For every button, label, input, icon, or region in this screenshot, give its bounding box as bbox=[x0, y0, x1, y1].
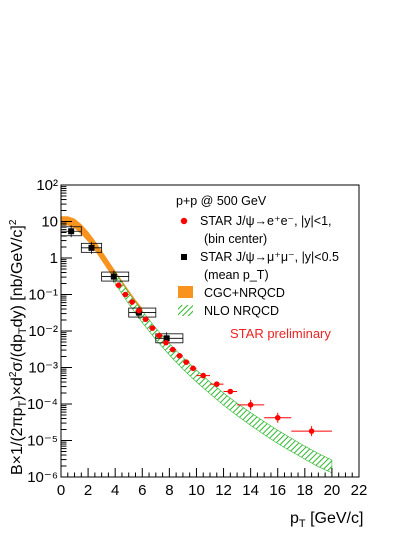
ee-point bbox=[190, 365, 196, 372]
legend-entry-mumu-line2: (mean p_T) bbox=[204, 268, 269, 282]
y-tick-label: 10⁻² bbox=[28, 323, 58, 340]
ee-point bbox=[308, 428, 315, 434]
ee-point bbox=[274, 414, 281, 421]
legend-entry-cgc: CGC+NRQCD bbox=[204, 286, 285, 300]
x-tick-label: 6 bbox=[138, 482, 146, 499]
ee-point bbox=[213, 381, 220, 387]
x-tick-label: 18 bbox=[296, 482, 313, 499]
y-tick-label: 10 bbox=[41, 214, 58, 231]
nlo-nrqcd-band bbox=[114, 271, 333, 474]
y-tick-label: 1 bbox=[50, 250, 58, 267]
x-tick-label: 16 bbox=[269, 482, 286, 499]
legend-entry-ee-line2: (bin center) bbox=[204, 232, 267, 246]
preliminary-label: STAR preliminary bbox=[230, 326, 331, 341]
legend-header: p+p @ 500 GeV bbox=[176, 194, 267, 208]
x-tick-label: 8 bbox=[165, 482, 173, 499]
y-tick-label: 10⁻⁶ bbox=[27, 469, 58, 486]
legend-entry-ee-line1: STAR J/ψ→e⁺e⁻, |y|<1, bbox=[200, 214, 332, 228]
ee-point bbox=[176, 352, 183, 359]
legend-marker-mumu bbox=[181, 254, 187, 260]
y-tick-label: 10⁻⁴ bbox=[27, 396, 58, 413]
ee-point bbox=[115, 282, 122, 288]
x-tick-label: 12 bbox=[215, 482, 232, 499]
ee-point bbox=[156, 332, 163, 339]
legend-swatch-cgc bbox=[178, 286, 193, 298]
ee-point bbox=[247, 402, 254, 408]
ee-point bbox=[227, 388, 234, 395]
legend-entry-nlo: NLO NRQCD bbox=[204, 304, 279, 318]
x-tick-label: 14 bbox=[242, 482, 259, 499]
y-tick-label: 10⁻⁵ bbox=[27, 433, 58, 450]
y-tick-label: 10² bbox=[36, 177, 58, 194]
x-axis: 0 2 4 6 8 10 12 14 16 18 20 22 bbox=[57, 468, 368, 499]
y-axis: 10⁻⁶ 10⁻⁵ 10⁻⁴ 10⁻³ 10⁻² 10⁻¹ 1 10 10² bbox=[27, 177, 72, 486]
legend-entry-mumu-line1: STAR J/ψ→μ⁺μ⁻, |y|<0.5 bbox=[200, 250, 339, 264]
mumu-point bbox=[88, 244, 95, 251]
ee-point bbox=[142, 316, 149, 323]
ee-point bbox=[136, 307, 142, 314]
legend-marker-ee bbox=[180, 217, 188, 225]
ee-point bbox=[169, 346, 176, 353]
legend: p+p @ 500 GeV STAR J/ψ→e⁺e⁻, |y|<1, (bin… bbox=[176, 194, 339, 318]
legend-swatch-nlo bbox=[178, 305, 193, 316]
ee-point bbox=[200, 372, 207, 379]
x-tick-label: 20 bbox=[324, 482, 341, 499]
x-axis-title: pT [GeV/c] bbox=[290, 510, 363, 530]
y-axis-title: B×1/(2πpT)×d2σ/(dpTdy) [nb/GeV/c]2 bbox=[8, 219, 29, 475]
ee-point bbox=[163, 339, 169, 346]
ee-point bbox=[129, 299, 135, 305]
mumu-point bbox=[163, 335, 170, 342]
x-tick-label: 0 bbox=[57, 482, 65, 499]
data-points bbox=[60, 225, 332, 437]
x-tick-label: 10 bbox=[188, 482, 205, 499]
ee-point bbox=[183, 359, 190, 365]
y-tick-label: 10⁻¹ bbox=[28, 287, 58, 304]
ee-point bbox=[122, 291, 129, 298]
x-tick-label: 2 bbox=[84, 482, 92, 499]
x-tick-label: 22 bbox=[351, 482, 368, 499]
mumu-point bbox=[68, 228, 75, 235]
y-tick-label: 10⁻³ bbox=[28, 360, 58, 377]
ee-point bbox=[149, 325, 156, 331]
mumu-point bbox=[110, 273, 117, 280]
x-tick-label: 4 bbox=[111, 482, 119, 499]
